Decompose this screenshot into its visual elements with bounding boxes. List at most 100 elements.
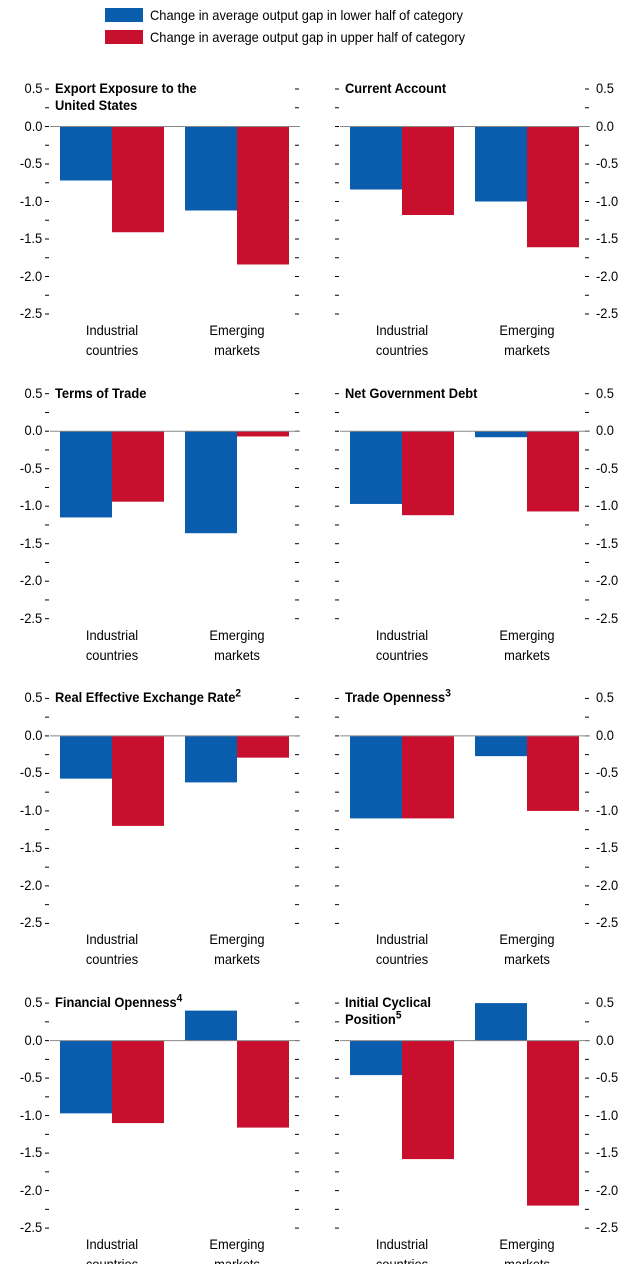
y-tick-label: -2.0 xyxy=(19,572,42,589)
bar xyxy=(350,431,402,504)
y-tick-label: -1.5 xyxy=(596,534,619,551)
y-tick-label: -1.5 xyxy=(19,230,42,246)
y-tick-label: -2.5 xyxy=(19,609,42,626)
x-tick-label: Industrial countries xyxy=(375,1236,429,1264)
bar xyxy=(475,735,527,757)
y-tick-label: -1.5 xyxy=(596,839,619,856)
panel-title: United States xyxy=(55,97,138,113)
y-tick-label: -1.0 xyxy=(596,801,619,818)
x-tick-label: Emerging markets xyxy=(499,931,555,968)
y-tick-label: -1.5 xyxy=(19,534,42,551)
x-tick-label: Emerging markets xyxy=(209,931,265,968)
x-tick-label: Emerging markets xyxy=(499,1236,555,1264)
bar xyxy=(185,126,237,211)
legend-label: Change in average output gap in upper ha… xyxy=(150,29,466,45)
panel-title: Initial Cyclical xyxy=(345,994,431,1011)
y-tick-label: -0.5 xyxy=(596,459,619,476)
bar xyxy=(60,1040,112,1114)
x-tick-label: Industrial countries xyxy=(85,322,139,358)
y-tick-label: -0.5 xyxy=(19,1069,42,1086)
y-tick-label: 0.0 xyxy=(24,726,42,743)
panel-title: Net Government Debt xyxy=(345,384,478,401)
y-tick-label: 0.5 xyxy=(24,80,42,96)
y-tick-label: -1.5 xyxy=(19,839,42,856)
legend-label: Change in average output gap in lower ha… xyxy=(150,7,463,23)
y-tick-label: -2.5 xyxy=(596,1219,619,1236)
y-tick-label: -0.5 xyxy=(19,459,42,476)
x-tick-label: Industrial countries xyxy=(375,322,429,358)
y-tick-label: 0.0 xyxy=(596,1031,614,1048)
bar xyxy=(527,1040,579,1206)
y-tick-label: -0.5 xyxy=(19,155,42,171)
title-note: 5 xyxy=(395,1009,402,1022)
y-tick-label: -2.0 xyxy=(19,1181,42,1198)
x-tick-label: Industrial countries xyxy=(85,931,139,968)
y-tick-label: -2.5 xyxy=(19,305,42,321)
bar xyxy=(475,431,527,438)
bar xyxy=(237,1040,289,1128)
x-tick-label: Emerging markets xyxy=(499,626,555,663)
y-tick-label: 0.0 xyxy=(24,422,42,439)
y-tick-label: -2.0 xyxy=(19,876,42,893)
bar xyxy=(60,126,112,181)
y-tick-label: 0.5 xyxy=(596,384,614,401)
y-tick-label: -2.0 xyxy=(596,1181,619,1198)
y-tick-label: -1.0 xyxy=(19,801,42,818)
y-tick-label: 0.5 xyxy=(596,80,614,96)
bar xyxy=(402,1040,454,1160)
y-tick-label: -0.5 xyxy=(596,155,619,171)
bar xyxy=(60,735,112,779)
bar xyxy=(185,431,237,534)
y-tick-label: -1.0 xyxy=(596,1106,619,1123)
y-tick-label: -0.5 xyxy=(19,764,42,781)
y-tick-label: -2.0 xyxy=(596,267,619,284)
bar xyxy=(112,1040,164,1124)
bar xyxy=(402,431,454,516)
bar xyxy=(112,126,164,233)
y-tick-label: 0.0 xyxy=(596,726,614,743)
bar xyxy=(237,431,289,437)
legend-swatch xyxy=(105,30,143,44)
y-tick-label: 0.0 xyxy=(596,422,614,439)
panel-title: Current Account xyxy=(345,80,447,96)
bar xyxy=(237,735,289,758)
y-tick-label: -1.0 xyxy=(19,497,42,514)
x-tick-label: Emerging markets xyxy=(209,626,265,663)
bar xyxy=(185,735,237,783)
bar xyxy=(350,1040,402,1076)
y-tick-label: -2.0 xyxy=(19,267,42,284)
y-tick-label: 0.5 xyxy=(24,689,42,706)
x-tick-label: Emerging markets xyxy=(499,322,555,358)
y-tick-label: -1.5 xyxy=(596,1144,619,1161)
bar xyxy=(475,126,527,202)
x-tick-label: Emerging markets xyxy=(209,322,265,358)
bar xyxy=(527,431,579,512)
y-tick-label: -0.5 xyxy=(596,764,619,781)
bar xyxy=(475,1003,527,1041)
bar xyxy=(402,126,454,215)
bar xyxy=(350,126,402,190)
y-tick-label: 0.5 xyxy=(24,384,42,401)
panel-title: Terms of Trade xyxy=(55,384,147,401)
title-note: 4 xyxy=(176,992,183,1005)
bar xyxy=(185,1010,237,1041)
y-tick-label: 0.0 xyxy=(24,117,42,134)
y-tick-label: -1.5 xyxy=(596,230,619,246)
y-tick-label: -1.0 xyxy=(596,497,619,514)
legend-swatch xyxy=(105,8,143,22)
bar xyxy=(60,431,112,518)
y-tick-label: 0.5 xyxy=(24,994,42,1011)
title-note: 3 xyxy=(445,687,451,700)
y-tick-label: -2.5 xyxy=(19,914,42,931)
y-tick-label: -2.5 xyxy=(596,914,619,931)
bar xyxy=(527,735,579,811)
y-tick-label: -0.5 xyxy=(596,1069,619,1086)
panel-title: Real Effective Exchange Rate2 xyxy=(55,687,242,706)
y-tick-label: -1.0 xyxy=(19,192,42,209)
y-tick-label: 0.5 xyxy=(596,994,614,1011)
x-tick-label: Industrial countries xyxy=(85,1236,139,1264)
y-tick-label: -2.0 xyxy=(596,572,619,589)
y-tick-label: -2.5 xyxy=(596,305,619,321)
y-tick-label: 0.0 xyxy=(24,1031,42,1048)
